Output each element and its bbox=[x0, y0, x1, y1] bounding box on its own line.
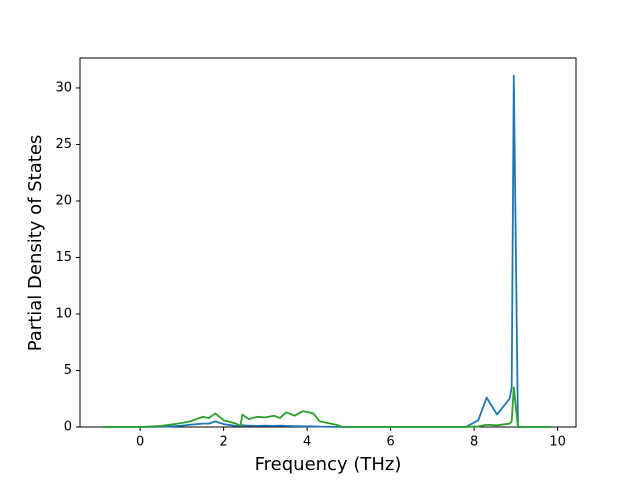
y-axis-label: Partial Density of States bbox=[25, 135, 46, 352]
y-tick-label: 15 bbox=[55, 250, 72, 265]
y-tick-label: 0 bbox=[64, 420, 72, 435]
x-tick-label: 2 bbox=[219, 435, 227, 450]
x-tick-label: 10 bbox=[549, 435, 566, 450]
x-tick-label: 6 bbox=[386, 435, 394, 450]
x-axis-label: Frequency (THz) bbox=[255, 454, 402, 475]
series-line bbox=[102, 74, 552, 428]
y-tick-label: 5 bbox=[64, 363, 72, 378]
series-line bbox=[102, 386, 552, 428]
y-tick-label: 25 bbox=[55, 137, 72, 152]
x-tick-label: 8 bbox=[470, 435, 478, 450]
y-tick-label: 10 bbox=[55, 306, 72, 321]
x-tick-label: 0 bbox=[136, 435, 144, 450]
y-tick-label: 20 bbox=[55, 193, 72, 208]
axes-frame bbox=[79, 57, 577, 428]
x-tick-label: 4 bbox=[303, 435, 311, 450]
y-tick-label: 30 bbox=[55, 80, 72, 95]
